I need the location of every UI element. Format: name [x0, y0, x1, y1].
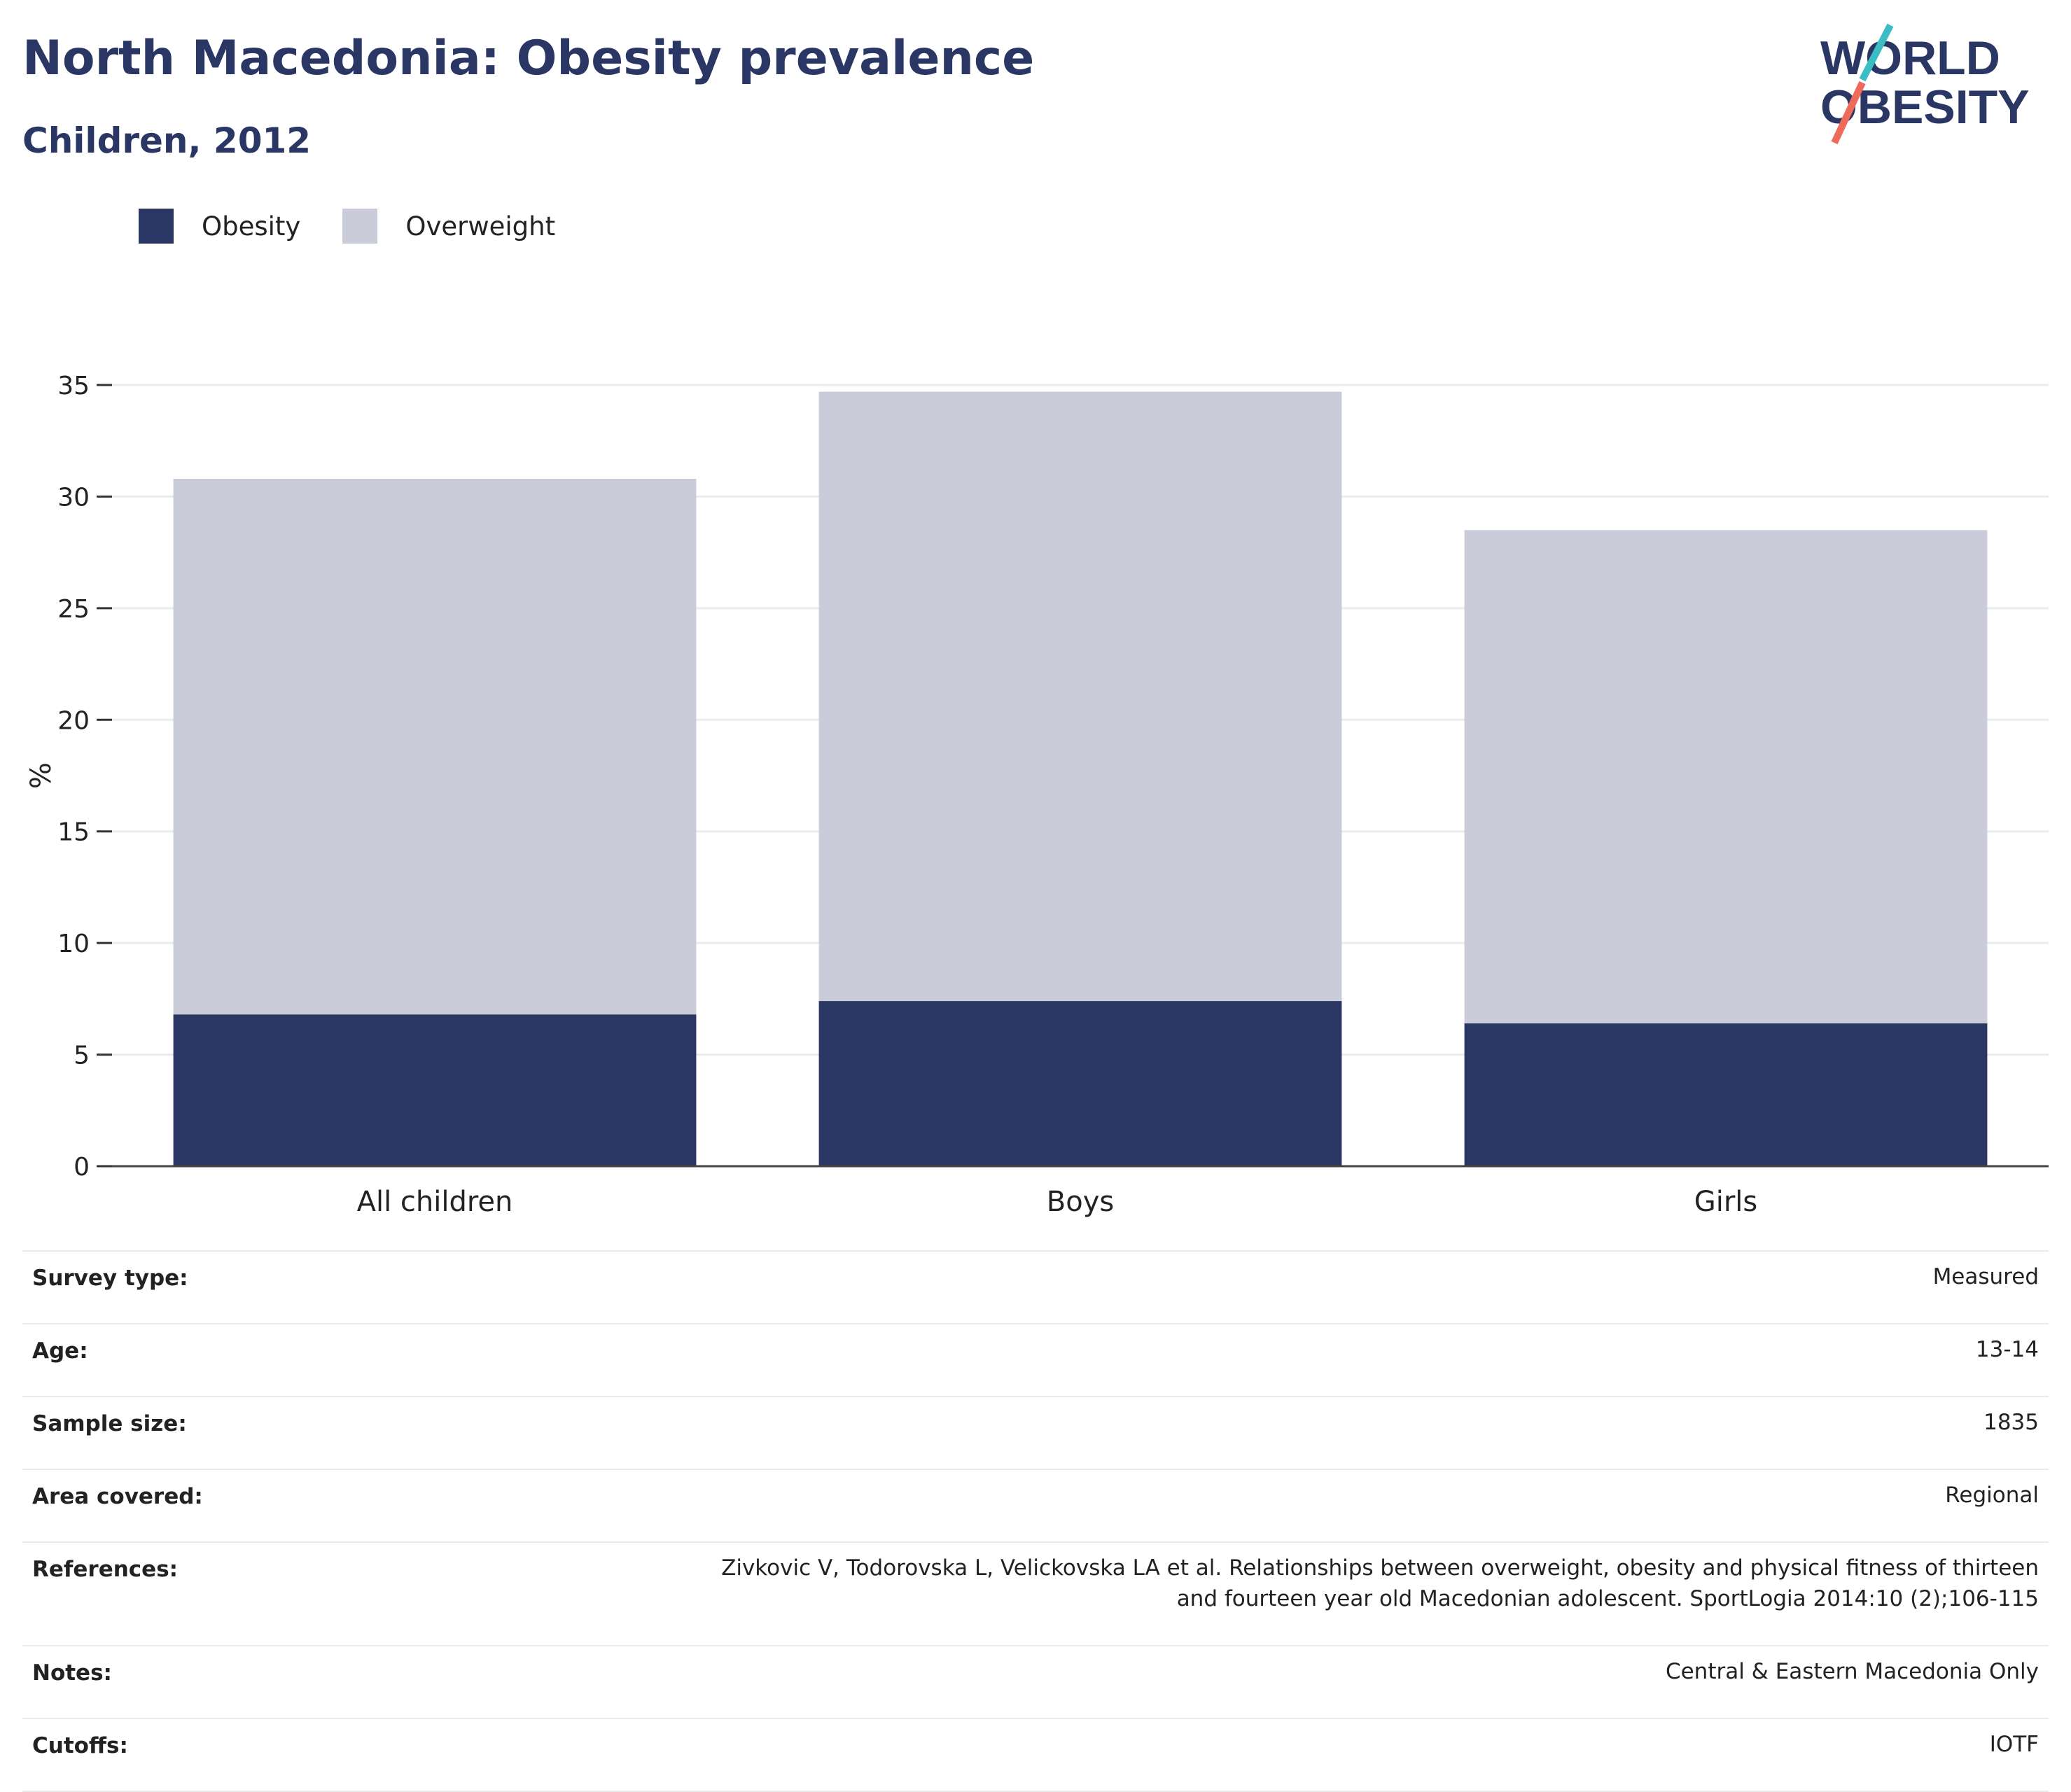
x-tick-label: Boys	[1047, 1186, 1114, 1218]
legend-swatch-overweight	[342, 209, 378, 244]
info-key: References:	[22, 1541, 213, 1646]
x-tick-label: All children	[357, 1186, 513, 1218]
bar-obesity-all-children	[173, 1014, 697, 1166]
y-tick-label: 30	[57, 483, 90, 512]
info-row: Area covered: Regional	[22, 1469, 2049, 1542]
info-row: Notes: Central & Eastern Macedonia Only	[22, 1645, 2049, 1718]
bar-overweight-boys	[818, 391, 1342, 1002]
y-tick-label: 15	[57, 818, 90, 847]
y-tick-label: 0	[74, 1153, 90, 1182]
bar-overweight-all-children	[173, 478, 697, 1015]
bar-obesity-girls	[1464, 1023, 1988, 1166]
info-row: References: Zivkovic V, Todorovska L, Vel…	[22, 1541, 2049, 1646]
info-value: Central & Eastern Macedonia Only	[212, 1645, 2049, 1718]
info-row: Survey type: Measured	[22, 1250, 2049, 1324]
y-tick-label: 5	[74, 1042, 90, 1070]
info-row: Age: 13-14	[22, 1323, 2049, 1396]
logo-line-1: WORLD	[1820, 31, 2000, 85]
legend-item-overweight[interactable]: Overweight	[342, 209, 555, 244]
x-tick-label: Girls	[1694, 1186, 1758, 1218]
info-value: 1835	[212, 1396, 2049, 1469]
info-key: Age:	[22, 1323, 213, 1396]
y-tick-label: 20	[57, 706, 90, 735]
chart-legend: Obesity Overweight	[139, 209, 597, 244]
info-key: Sample size:	[22, 1396, 213, 1469]
survey-info-table: Survey type: Measured Age: 13-14 Sample size…	[22, 1250, 2049, 1792]
legend-swatch-obesity	[139, 209, 174, 244]
logo-slash-coral	[1831, 80, 1866, 145]
info-key: Notes:	[22, 1645, 213, 1718]
info-value: Measured	[212, 1250, 2049, 1324]
info-value: Regional	[212, 1469, 2049, 1542]
y-tick-label: 10	[57, 930, 90, 958]
logo-line-2: OBESITY	[1820, 80, 2030, 134]
bar-overweight-girls	[1464, 530, 1988, 1023]
info-value: Zivkovic V, Todorovska L, Velickovska LA…	[212, 1541, 2049, 1646]
y-axis-label: %	[25, 762, 57, 789]
info-row: Cutoffs: IOTF	[22, 1718, 2049, 1792]
bar-obesity-boys	[818, 1001, 1342, 1166]
legend-label-overweight: Overweight	[405, 211, 556, 241]
info-key: Cutoffs:	[22, 1718, 213, 1792]
y-tick-label: 25	[57, 595, 90, 624]
info-key: Area covered:	[22, 1469, 213, 1542]
info-row: Sample size: 1835	[22, 1396, 2049, 1469]
info-value: 13-14	[212, 1323, 2049, 1396]
legend-label-obesity: Obesity	[202, 211, 301, 241]
world-obesity-logo: WORLD OBESITY	[1820, 23, 2030, 145]
stacked-bar-chart: 0 5 10 15 20 25 30 35% All children Boys Girls	[25, 372, 2049, 1218]
page-title: North Macedonia: Obesity prevalence	[22, 31, 1035, 86]
info-value: IOTF	[212, 1718, 2049, 1792]
logo-slash-teal	[1859, 23, 1894, 82]
y-tick-label: 35	[57, 372, 90, 400]
info-key: Survey type:	[22, 1250, 213, 1324]
legend-item-obesity[interactable]: Obesity	[139, 209, 300, 244]
page-subtitle: Children, 2012	[22, 120, 312, 161]
